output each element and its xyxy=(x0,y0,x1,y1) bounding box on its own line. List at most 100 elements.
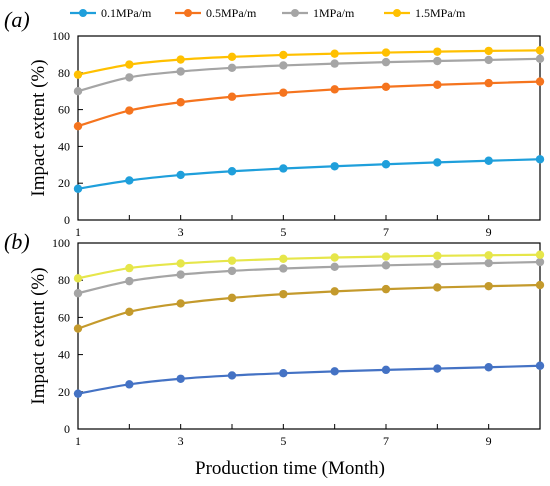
data-point-1-7 xyxy=(433,283,442,292)
data-point-2-9 xyxy=(535,54,545,64)
y-tick-label: 20 xyxy=(58,176,70,190)
data-point-1-3 xyxy=(227,293,237,303)
y-tick-label: 100 xyxy=(52,236,70,250)
data-point-2-1 xyxy=(125,276,134,286)
data-point-1-0 xyxy=(73,121,83,131)
x-tick-label: 1 xyxy=(75,434,81,448)
data-point-3-1 xyxy=(125,60,134,69)
legend-marker-0 xyxy=(79,9,87,17)
y-axis-title: Impact extent (%) xyxy=(28,59,49,196)
legend-entry-1: 0.5MPa/m xyxy=(206,6,257,20)
series-line-0 xyxy=(77,364,541,395)
y-axis-title: Impact extent (%) xyxy=(28,267,49,404)
data-point-1-4 xyxy=(279,289,288,299)
y-tick-label: 80 xyxy=(58,273,70,287)
series-line-2 xyxy=(77,57,541,93)
panel-a: 0 20 40 60 80 100 1 3 5 7 9 (a) Impact extent (%) xyxy=(4,7,545,239)
data-point-3-7 xyxy=(433,251,442,261)
data-point-3-4 xyxy=(279,254,288,264)
data-point-2-4 xyxy=(279,264,288,273)
data-point-0-5 xyxy=(330,162,339,171)
y-tick-label: 80 xyxy=(58,66,70,80)
data-point-3-0 xyxy=(73,274,83,283)
data-point-3-2 xyxy=(176,55,185,64)
legend-marker-1 xyxy=(184,9,192,17)
data-point-0-9 xyxy=(535,155,545,164)
data-point-2-2 xyxy=(176,67,185,76)
series-line-1 xyxy=(77,80,541,128)
panel-label: (b) xyxy=(4,229,30,254)
data-point-1-8 xyxy=(484,78,493,88)
data-point-3-3 xyxy=(227,52,237,61)
data-point-0-7 xyxy=(433,158,442,167)
data-point-2-7 xyxy=(433,56,442,66)
series-line-0 xyxy=(77,158,541,190)
legend-entry-3: 1.5MPa/m xyxy=(415,6,466,20)
y-tick-label: 20 xyxy=(58,385,70,399)
data-point-3-7 xyxy=(433,47,442,56)
data-point-0-6 xyxy=(381,160,391,169)
data-point-3-9 xyxy=(535,250,545,259)
data-point-1-6 xyxy=(381,284,391,294)
x-tick-label: 5 xyxy=(280,225,286,239)
data-point-1-9 xyxy=(535,77,545,86)
data-point-0-9 xyxy=(535,361,545,370)
data-point-2-2 xyxy=(176,270,185,279)
x-tick-label: 7 xyxy=(383,434,389,448)
x-tick-label: 9 xyxy=(486,434,492,448)
data-point-2-0 xyxy=(73,289,83,298)
legend: 0.1MPa/m 0.5MPa/m 1MPa/m 1.5MPa/m xyxy=(70,6,466,20)
data-point-1-2 xyxy=(176,299,185,308)
data-point-2-5 xyxy=(330,59,339,68)
series-line-1 xyxy=(77,283,541,330)
data-point-1-1 xyxy=(125,106,134,115)
data-point-3-9 xyxy=(535,46,545,55)
data-point-3-5 xyxy=(330,49,339,58)
data-point-2-9 xyxy=(535,257,545,267)
y-tick-label: 0 xyxy=(64,422,70,436)
legend-entry-2: 1MPa/m xyxy=(313,6,355,20)
data-point-0-8 xyxy=(484,363,493,372)
legend-entry-0: 0.1MPa/m xyxy=(101,6,152,20)
data-point-0-0 xyxy=(73,389,83,398)
data-point-1-2 xyxy=(176,98,185,107)
data-point-0-6 xyxy=(381,365,391,375)
data-point-1-3 xyxy=(227,92,237,101)
data-point-2-6 xyxy=(381,57,391,67)
y-tick-label: 100 xyxy=(52,29,70,43)
data-point-3-2 xyxy=(176,259,185,268)
data-point-3-1 xyxy=(125,263,134,273)
data-point-3-8 xyxy=(484,251,493,260)
data-point-0-0 xyxy=(73,184,83,193)
data-point-3-5 xyxy=(330,253,339,262)
data-point-1-8 xyxy=(484,281,493,291)
data-point-2-0 xyxy=(73,87,83,96)
data-point-3-4 xyxy=(279,50,288,60)
y-tick-label: 40 xyxy=(58,139,70,153)
data-point-3-8 xyxy=(484,46,493,56)
data-point-0-1 xyxy=(125,380,134,389)
series-line-3 xyxy=(77,253,541,280)
data-point-0-3 xyxy=(227,167,237,176)
data-point-3-0 xyxy=(73,70,83,79)
x-tick-label: 5 xyxy=(280,434,286,448)
panel-label: (a) xyxy=(4,7,30,32)
y-tick-label: 60 xyxy=(58,310,70,324)
data-point-3-6 xyxy=(381,48,391,57)
data-point-0-2 xyxy=(176,374,185,383)
data-point-2-8 xyxy=(484,258,493,268)
x-axis-title: Production time (Month) xyxy=(195,458,385,479)
x-tick-label: 3 xyxy=(178,434,184,448)
data-point-3-6 xyxy=(381,252,391,261)
plot-frame xyxy=(77,242,541,430)
data-point-1-9 xyxy=(535,280,545,290)
x-tick-label: 7 xyxy=(383,225,389,239)
legend-marker-3 xyxy=(393,9,401,17)
data-point-2-7 xyxy=(433,260,442,269)
data-point-3-3 xyxy=(227,256,237,265)
y-tick-label: 60 xyxy=(58,103,70,117)
data-point-1-5 xyxy=(330,85,339,94)
data-point-1-4 xyxy=(279,88,288,97)
series-line-2 xyxy=(77,260,541,295)
